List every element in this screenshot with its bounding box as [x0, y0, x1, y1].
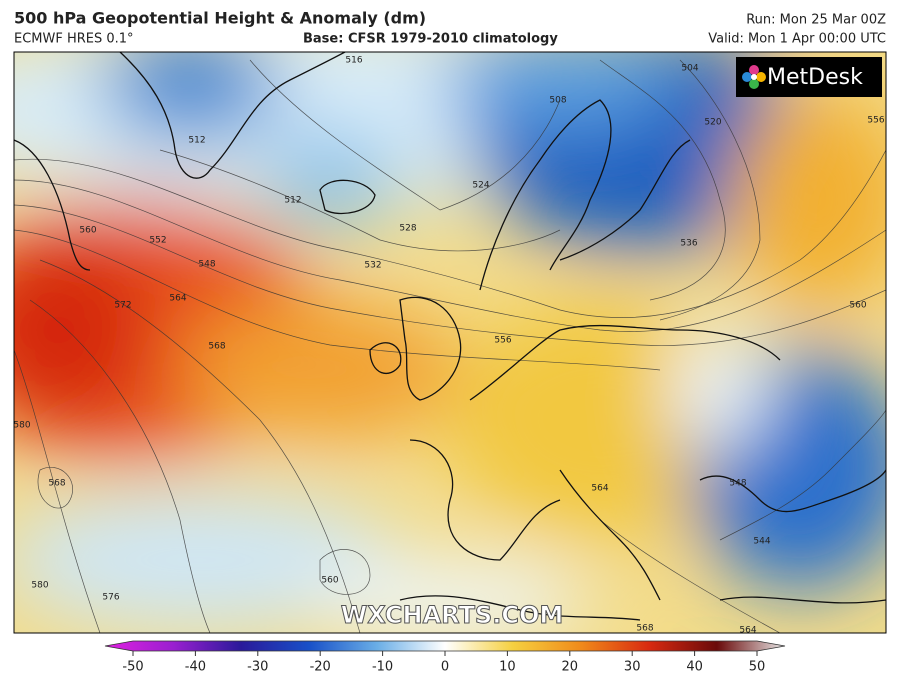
contour-label: 556 [494, 336, 511, 346]
colorbar-tick-label: 10 [499, 660, 516, 675]
contour-label: 508 [549, 96, 566, 106]
contour-label: 532 [364, 261, 381, 271]
contour-label: 536 [680, 239, 697, 249]
map-frame [13, 51, 887, 634]
colorbar-tick-label: -50 [122, 660, 143, 675]
contour-label: 524 [472, 181, 489, 191]
colorbar-tick-label: -40 [185, 660, 206, 675]
colorbar-tick-label: -30 [247, 660, 268, 675]
contour-label: 552 [149, 236, 166, 246]
colorbar [104, 640, 786, 652]
contour-label: 564 [169, 294, 186, 304]
logo: MetDesk [736, 57, 882, 97]
contour-label: 544 [753, 537, 770, 547]
contour-label: 516 [345, 56, 362, 66]
coastlines [14, 52, 886, 621]
colorbar-tick-label: -10 [372, 660, 393, 675]
contour-label: 560 [849, 301, 866, 311]
map: 516 512 512 508 504 520 556 524 528 532 536 560 552 5… [13, 52, 886, 636]
run: Run: Mon 25 Mar 00Z [746, 13, 886, 28]
logo-text: MetDesk [767, 65, 863, 90]
contour-label: 528 [399, 224, 416, 234]
colorbar-bar [104, 640, 786, 652]
base: Base: CFSR 1979-2010 climatology [303, 32, 558, 47]
contour-label: 564 [739, 626, 756, 636]
contour-lines [14, 59, 886, 633]
colorbar-tick-label: -20 [310, 660, 331, 675]
contour-label: 556 [867, 116, 884, 126]
logo-icon [742, 65, 766, 89]
contour-label: 512 [188, 136, 205, 146]
colorbar-tick-label: 30 [624, 660, 641, 675]
contour-label: 580 [13, 421, 30, 431]
contour-label-layer: 516 512 512 508 504 520 556 524 528 532 536 560 552 5… [13, 56, 885, 636]
contour-label: 568 [48, 479, 65, 489]
model: ECMWF HRES 0.1° [14, 32, 134, 47]
contour-label: 580 [31, 581, 48, 591]
colorbar-tick-label: 0 [441, 660, 449, 675]
colorbar-tick-label: 20 [562, 660, 579, 675]
contour-label: 568 [636, 624, 653, 634]
contour-label: 572 [114, 301, 131, 311]
contour-label: 576 [102, 593, 119, 603]
contour-label: 504 [681, 64, 698, 74]
colorbar-ticks: -50 -40 -30 -20 -10 0 10 20 30 40 50 [122, 651, 765, 675]
contour-label: 560 [79, 226, 96, 236]
colorbar-tick-label: 50 [749, 660, 766, 675]
watermark: WXCHARTS.COM [341, 601, 563, 629]
contour-label: 568 [208, 342, 225, 352]
anomaly-field [14, 52, 886, 633]
contour-label: 560 [321, 576, 338, 586]
contour-label: 548 [729, 479, 746, 489]
valid: Valid: Mon 1 Apr 00:00 UTC [708, 32, 886, 47]
contour-label: 520 [704, 118, 721, 128]
contour-label: 512 [284, 196, 301, 206]
colorbar-tick-label: 40 [686, 660, 703, 675]
contour-label: 548 [198, 260, 215, 270]
contour-label: 564 [591, 484, 608, 494]
title: 500 hPa Geopotential Height & Anomaly (d… [14, 9, 426, 28]
